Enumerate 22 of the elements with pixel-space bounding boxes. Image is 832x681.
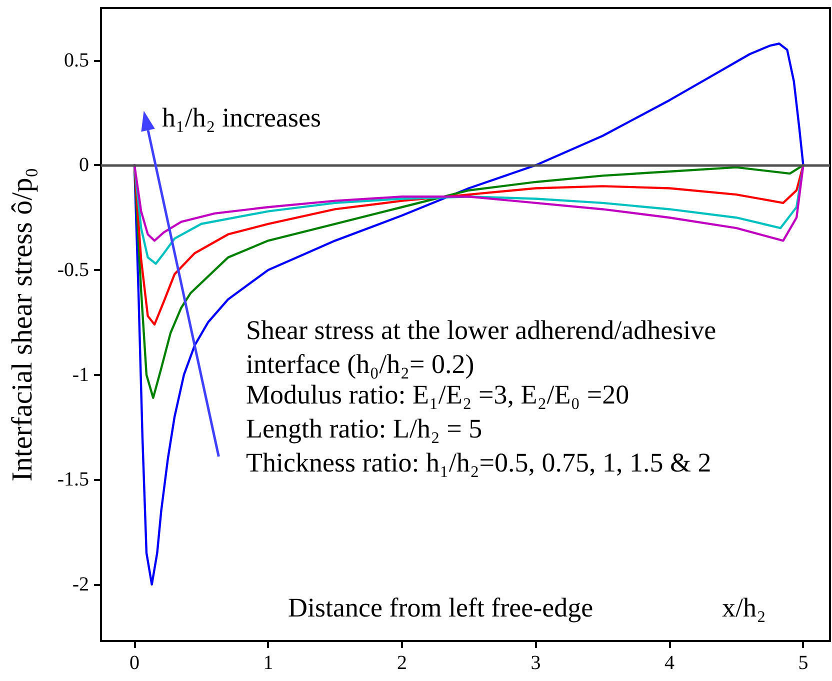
y-axis-title: Interfacial shear stress ô/p₀ — [6, 168, 38, 482]
x-tick-label: 0 — [129, 652, 140, 674]
annotation: Length ratio: L/h₂ = 5 — [246, 414, 482, 444]
annotation: Thickness ratio: h₁/h₂=0.5, 0.75, 1, 1.5 & 2 — [246, 448, 712, 478]
x-axis-title: Distance from left free-edge — [288, 592, 594, 622]
annotation: Modulus ratio: E₁/E₂ =3, E₂/E₀ =20 — [246, 380, 630, 410]
y-tick-label: -2 — [72, 573, 89, 596]
annotation: Shear stress at the lower adherend/adhesive interface (h₀/h₂= 0.2) — [246, 315, 723, 379]
x-tick-label: 2 — [396, 652, 407, 674]
annotation: h₁/h₂ increases — [162, 102, 322, 132]
y-tick-label: 0 — [79, 154, 89, 176]
x-tick-label: 5 — [798, 652, 808, 674]
line-series — [133, 42, 804, 586]
line-series — [133, 164, 804, 242]
y-tick-label: 0.5 — [64, 49, 89, 72]
x-tick-label: 1 — [263, 652, 274, 674]
annotation: x/h₂ — [722, 592, 766, 622]
x-tick-label: 4 — [664, 652, 674, 674]
x-tick-label: 3 — [530, 652, 541, 674]
y-tick-label: -1 — [72, 364, 89, 386]
y-tick-label: -0.5 — [57, 259, 89, 282]
y-tick-label: -1.5 — [57, 468, 89, 491]
